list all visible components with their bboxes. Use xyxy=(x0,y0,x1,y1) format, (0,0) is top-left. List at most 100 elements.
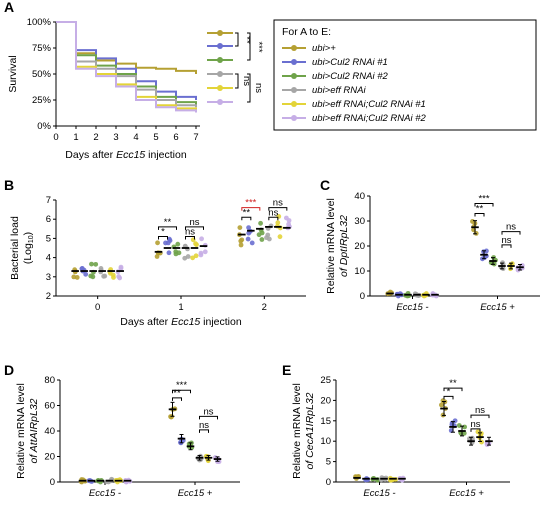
panel-b: B 2 3 4 5 6 7 0 1 2 Days after Ecc15 injection Bact… xyxy=(4,177,306,328)
panel-label-b: B xyxy=(4,177,14,193)
sig-bracket-d4-label: ns xyxy=(203,406,213,417)
sig-bracket-b5 xyxy=(241,216,252,221)
y-tick-label-e: 0 xyxy=(326,477,331,488)
sig-bracket-c3-label: ns xyxy=(501,235,511,246)
data-point-b xyxy=(90,274,96,280)
x-tick-label-d: Ecc15 + xyxy=(178,488,213,499)
y-tick-label-c: 0 xyxy=(360,291,365,302)
x-tick-label-a: 3 xyxy=(113,132,118,143)
y-tick-label-b: 2 xyxy=(46,291,51,302)
panel-a: A 0% 25% 50% 75% 100% 0 1 2 3 4 5 6 7 Days after Ecc15… xyxy=(4,0,264,161)
survival-marker-dot xyxy=(217,85,223,91)
legend-dot xyxy=(291,101,297,107)
data-point-b xyxy=(237,225,243,230)
sig-bracket-b7-label: ns xyxy=(268,207,278,218)
y-axis-label-line1: Relative mRNA level xyxy=(325,198,337,294)
sig-bracket-b7 xyxy=(268,216,279,221)
legend-dot xyxy=(291,73,297,79)
sig-bracket-e4-label: ns xyxy=(475,405,485,416)
data-point-b xyxy=(118,265,124,271)
sig-bracket-b6-label: *** xyxy=(245,198,256,209)
x-tick-label-b: 2 xyxy=(262,302,267,313)
legend-dot xyxy=(291,87,297,93)
y-tick-label-c: 20 xyxy=(354,241,365,252)
data-point-b xyxy=(258,220,263,226)
y-axis-label-b-line1: Bacterial load xyxy=(9,216,21,280)
sig-bracket-c2-label: *** xyxy=(478,194,489,205)
legend: For A to E: ubi>+ ubi>Cul2 RNAi #1 ubi>Cul2… xyxy=(273,19,537,131)
y-axis-label-line1: Relative mRNA level xyxy=(15,383,27,479)
y-axis-label-b-line2: (Log10) xyxy=(22,232,35,264)
data-point-b xyxy=(275,220,281,226)
sig-bracket-b3-label: ns xyxy=(185,226,195,237)
survival-line-eff_cul2_2 xyxy=(56,21,197,113)
data-point-b xyxy=(238,242,244,248)
data-point-b xyxy=(155,240,160,246)
sig-label-a2: *** xyxy=(253,41,264,52)
legend-entry: ubi>eff RNAi;Cul2 RNAi #2 xyxy=(312,113,427,124)
panel-label-a: A xyxy=(4,0,14,15)
data-point-b xyxy=(93,261,99,267)
y-axis-label-line2: of DptIRpL32 xyxy=(338,215,350,277)
legend-entry: ubi>Cul2 RNAi #2 xyxy=(312,71,388,82)
data-point-b xyxy=(286,218,292,223)
sig-bracket-a3 xyxy=(235,73,239,89)
legend-entry: ubi>eff RNAi;Cul2 RNAi #1 xyxy=(312,99,426,110)
data-point-b xyxy=(154,254,160,259)
sig-bracket-b2 xyxy=(158,226,177,230)
legend-dot xyxy=(291,59,297,65)
y-tick-label-c: 40 xyxy=(354,191,365,202)
x-tick-label-a: 6 xyxy=(173,132,178,143)
sig-bracket-b4-label: ns xyxy=(189,217,199,228)
y-tick-label-b: 4 xyxy=(46,253,51,264)
sig-bracket-e1 xyxy=(443,395,454,400)
y-tick-label-b: 7 xyxy=(46,195,51,206)
sig-bracket-c3 xyxy=(501,244,512,248)
survival-marker-dot xyxy=(217,99,223,105)
y-tick-label-c: 30 xyxy=(354,216,365,227)
survival-line-ubi_plus xyxy=(56,21,197,74)
sig-bracket-e1-label: * xyxy=(447,386,451,397)
panel-c: C 0 10 20 30 40 Ecc15 - Ecc15 + Relative mRNA le… xyxy=(320,177,540,313)
y-axis-label-line1: Relative mRNA level xyxy=(291,383,303,479)
data-point-e xyxy=(462,424,468,430)
data-point-b xyxy=(193,253,199,259)
sig-bracket-e3 xyxy=(470,428,481,432)
y-tick-label-a: 25% xyxy=(32,95,52,106)
sig-label-a4: ns xyxy=(253,83,264,93)
y-axis-label-a: Survival xyxy=(7,55,19,92)
y-axis-label-line2: of AttAIRpL32 xyxy=(28,398,40,463)
data-point-b xyxy=(245,236,251,242)
x-axis-label-a: Days after Ecc15 injection xyxy=(65,149,187,161)
sig-bracket-b5-label: ** xyxy=(243,207,251,218)
sig-bracket-c1 xyxy=(474,213,485,217)
y-tick-label-c: 10 xyxy=(354,266,365,277)
sig-label-a3: ns xyxy=(241,76,252,86)
x-tick-label-b: 0 xyxy=(95,302,100,313)
y-tick-label-d: 20 xyxy=(44,452,55,463)
data-point-b xyxy=(202,249,208,255)
data-point-b xyxy=(190,255,196,261)
y-axis-label-b: Bacterial load (Log10) xyxy=(9,216,35,280)
legend-dot xyxy=(291,45,297,51)
data-point-b xyxy=(249,240,255,246)
sig-bracket-b1-label: * xyxy=(161,226,165,237)
survival-line-cul2_1 xyxy=(56,21,197,100)
y-axis-label-line2: of CecA1IRpL32 xyxy=(304,392,316,469)
y-tick-label-e: 10 xyxy=(320,436,331,447)
data-point-b xyxy=(165,240,171,246)
survival-marker-dot xyxy=(217,43,223,49)
data-point-b xyxy=(167,236,172,242)
x-tick-label-b: 1 xyxy=(178,302,183,313)
sig-bracket-d4 xyxy=(199,415,218,420)
y-axis-label-e: Relative mRNA level of CecA1IRpL32 xyxy=(291,383,316,479)
sig-bracket-b3 xyxy=(185,235,195,240)
y-axis-label-d: Relative mRNA level of AttAIRpL32 xyxy=(15,383,40,479)
sig-bracket-d3-label: ns xyxy=(199,420,209,431)
data-point-e xyxy=(456,423,462,428)
legend-dot xyxy=(291,115,297,121)
sig-bracket-d1 xyxy=(172,397,182,401)
sig-bracket-e2 xyxy=(443,387,463,392)
sig-bracket-c4 xyxy=(501,231,521,235)
